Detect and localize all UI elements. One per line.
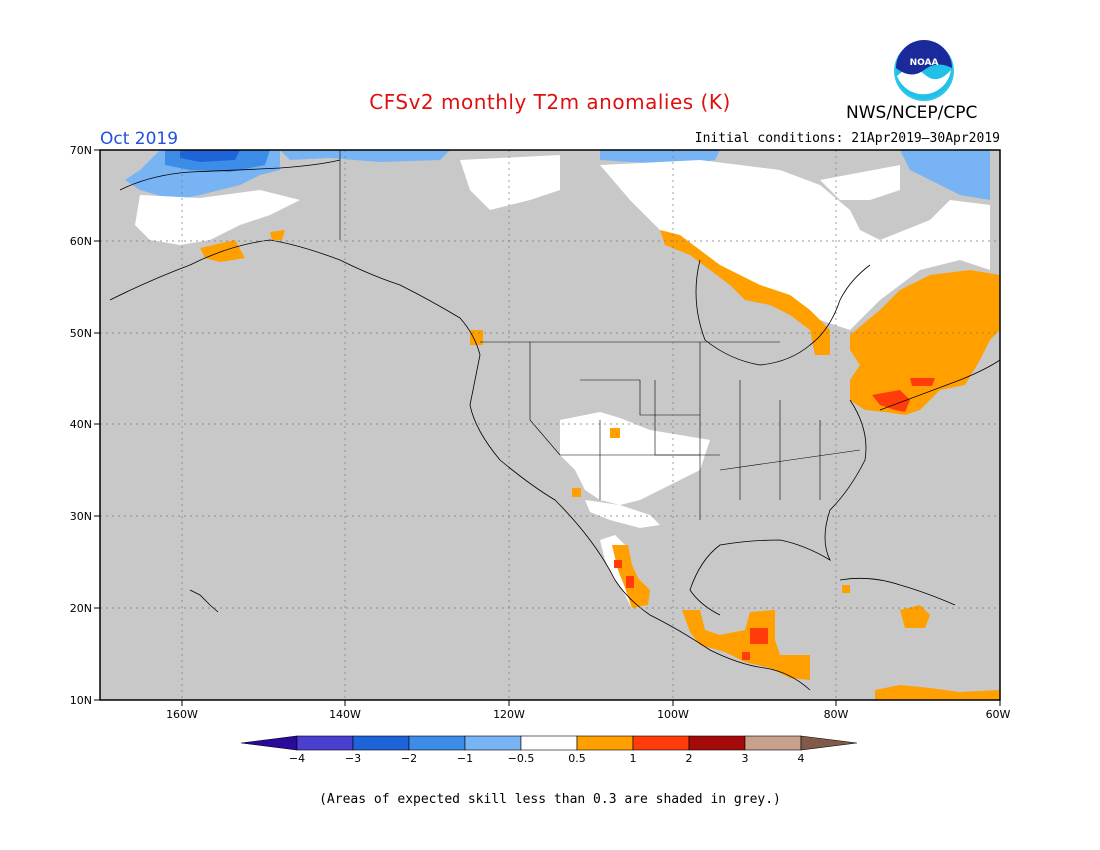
legend-tick: −3 xyxy=(345,752,361,765)
legend-swatch xyxy=(744,735,802,751)
graticule xyxy=(100,150,1000,700)
noaa-logo: NOAA xyxy=(894,40,954,101)
lon-label: 80W xyxy=(824,708,849,721)
legend-swatch xyxy=(800,735,858,751)
legend-swatch xyxy=(408,735,466,751)
legend-tick: −4 xyxy=(289,752,305,765)
legend-tick: −2 xyxy=(401,752,417,765)
anomaly-shading xyxy=(109,150,1000,700)
legend-swatch xyxy=(576,735,634,751)
forecast-period: Oct 2019 xyxy=(100,129,179,149)
lat-label: 10N xyxy=(70,694,92,707)
lat-label: 60N xyxy=(70,235,92,248)
map-frame xyxy=(99,149,1001,701)
lon-label: 160W xyxy=(166,708,198,721)
legend-swatch xyxy=(688,735,746,751)
legend-tick: 0.5 xyxy=(568,752,586,765)
legend-swatch xyxy=(296,735,354,751)
logo-text: NOAA xyxy=(910,58,939,68)
map-title: CFSv2 monthly T2m anomalies (K) xyxy=(369,90,731,114)
initial-conditions: Initial conditions: 21Apr2019–30Apr2019 xyxy=(694,131,1000,146)
lon-label: 140W xyxy=(329,708,361,721)
legend-swatch xyxy=(352,735,410,751)
legend-swatch xyxy=(464,735,522,751)
legend-tick-labels: −4 −3 −2 −1 −0.5 0.5 1 2 3 4 xyxy=(289,752,805,765)
lat-label: 40N xyxy=(70,418,92,431)
lon-label: 120W xyxy=(493,708,525,721)
skill-footnote: (Areas of expected skill less than 0.3 a… xyxy=(319,792,781,807)
legend-tick: 1 xyxy=(630,752,637,765)
agency-label: NWS/NCEP/CPC xyxy=(846,103,978,123)
legend-swatch xyxy=(520,735,578,751)
legend-swatch xyxy=(240,735,298,751)
legend-tick: 4 xyxy=(798,752,805,765)
legend-tick: 2 xyxy=(686,752,693,765)
lat-label: 50N xyxy=(70,327,92,340)
color-legend: −4 −3 −2 −1 −0.5 0.5 1 2 3 4 xyxy=(240,735,858,765)
legend-tick: −0.5 xyxy=(508,752,535,765)
lat-label: 30N xyxy=(70,510,92,523)
legend-tick: 3 xyxy=(742,752,749,765)
lon-label: 100W xyxy=(657,708,689,721)
lon-label: 60W xyxy=(986,708,1011,721)
legend-tick: −1 xyxy=(457,752,473,765)
legend-color-bar xyxy=(240,735,858,751)
lat-label: 20N xyxy=(70,602,92,615)
anomaly-map: 70N 60N 50N 40N 30N 20N 10N 160W 140W 12… xyxy=(70,144,1011,721)
lat-label: 70N xyxy=(70,144,92,157)
legend-swatch xyxy=(632,735,690,751)
